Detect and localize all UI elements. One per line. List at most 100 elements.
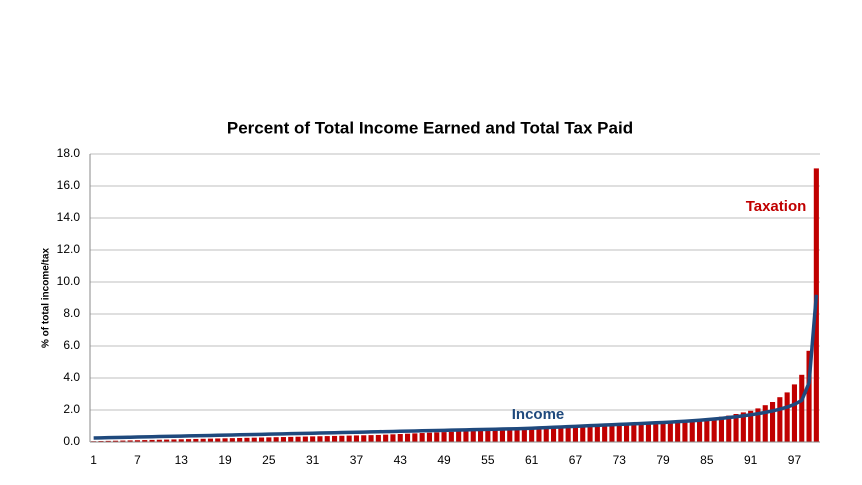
bar bbox=[295, 436, 301, 442]
bar bbox=[375, 434, 381, 442]
x-tick-label: 61 bbox=[525, 453, 539, 467]
bar bbox=[258, 437, 265, 442]
bar bbox=[514, 428, 520, 442]
y-tick-label: 18.0 bbox=[57, 146, 81, 160]
x-tick-label: 91 bbox=[744, 453, 758, 467]
bar bbox=[112, 440, 119, 442]
bar bbox=[397, 434, 403, 442]
bar bbox=[507, 429, 513, 442]
bar bbox=[120, 440, 126, 442]
legend-label: Taxation bbox=[746, 198, 807, 215]
x-tick-label: 67 bbox=[569, 453, 583, 467]
bar bbox=[441, 432, 447, 442]
bar bbox=[456, 431, 462, 442]
bar bbox=[638, 423, 644, 442]
y-tick-label: 0.0 bbox=[63, 434, 80, 448]
bar bbox=[310, 436, 316, 442]
bar bbox=[280, 437, 287, 442]
y-tick-label: 12.0 bbox=[57, 242, 81, 256]
bar bbox=[499, 429, 506, 442]
bar bbox=[623, 424, 630, 442]
bar bbox=[587, 425, 593, 442]
bar bbox=[492, 429, 498, 442]
bar bbox=[572, 426, 579, 442]
bar bbox=[755, 408, 761, 442]
bar bbox=[799, 374, 805, 442]
bar bbox=[718, 416, 725, 442]
bar bbox=[317, 436, 323, 442]
y-tick-label: 6.0 bbox=[63, 338, 80, 352]
y-tick-label: 14.0 bbox=[57, 210, 81, 224]
bar bbox=[653, 422, 659, 442]
x-tick-label: 37 bbox=[350, 453, 364, 467]
bar bbox=[536, 427, 542, 442]
bar bbox=[207, 438, 214, 442]
bar bbox=[390, 434, 396, 442]
bar bbox=[448, 431, 454, 442]
bar bbox=[178, 439, 184, 442]
x-tick-label: 97 bbox=[788, 453, 802, 467]
bar bbox=[156, 439, 162, 442]
bar bbox=[791, 384, 798, 442]
bar bbox=[558, 426, 564, 442]
bar bbox=[711, 417, 717, 442]
bar bbox=[696, 419, 703, 442]
bar bbox=[237, 438, 243, 442]
bar bbox=[631, 423, 637, 442]
bar bbox=[580, 426, 586, 442]
bar bbox=[529, 428, 535, 442]
y-tick-label: 8.0 bbox=[63, 306, 80, 320]
bar bbox=[185, 439, 192, 442]
bar bbox=[704, 418, 710, 442]
line bbox=[93, 294, 819, 440]
bar bbox=[645, 422, 652, 442]
bar bbox=[361, 435, 367, 442]
x-tick-label: 13 bbox=[175, 453, 189, 467]
bar bbox=[594, 425, 600, 442]
bar bbox=[331, 435, 338, 442]
y-axis-label: % of total income/tax bbox=[41, 248, 52, 348]
x-tick-label: 73 bbox=[613, 453, 627, 467]
x-tick-label: 19 bbox=[218, 453, 232, 467]
bar bbox=[142, 440, 148, 442]
bar bbox=[229, 438, 235, 442]
bar bbox=[477, 430, 484, 442]
bar bbox=[784, 392, 790, 442]
bar bbox=[748, 410, 754, 442]
bar bbox=[251, 437, 257, 442]
bar bbox=[550, 427, 557, 442]
bar bbox=[244, 437, 250, 442]
bar bbox=[689, 419, 695, 442]
bar bbox=[419, 433, 425, 442]
bar bbox=[769, 402, 776, 442]
x-tick-label: 7 bbox=[134, 453, 141, 467]
bar bbox=[215, 438, 221, 442]
bar bbox=[288, 436, 294, 442]
bar bbox=[193, 438, 199, 442]
bar bbox=[521, 428, 527, 442]
bar bbox=[733, 414, 739, 442]
bar bbox=[171, 439, 177, 442]
x-tick-label: 49 bbox=[437, 453, 451, 467]
y-tick-label: 4.0 bbox=[63, 370, 80, 384]
bar bbox=[404, 433, 411, 442]
y-tick-label: 2.0 bbox=[63, 402, 80, 416]
bar bbox=[660, 421, 666, 442]
bar bbox=[667, 421, 673, 442]
bar bbox=[806, 350, 812, 442]
x-tick-label: 55 bbox=[481, 453, 495, 467]
bar bbox=[565, 426, 571, 442]
bar bbox=[682, 420, 688, 442]
bar bbox=[412, 433, 418, 442]
x-tick-label: 85 bbox=[700, 453, 714, 467]
bar bbox=[726, 415, 732, 442]
x-tick-label: 79 bbox=[656, 453, 670, 467]
bar bbox=[127, 440, 133, 442]
bar bbox=[602, 425, 608, 442]
bar bbox=[762, 405, 768, 442]
bar bbox=[134, 440, 141, 442]
x-tick-label: 1 bbox=[90, 453, 97, 467]
bar bbox=[609, 424, 615, 442]
bar bbox=[426, 432, 433, 442]
